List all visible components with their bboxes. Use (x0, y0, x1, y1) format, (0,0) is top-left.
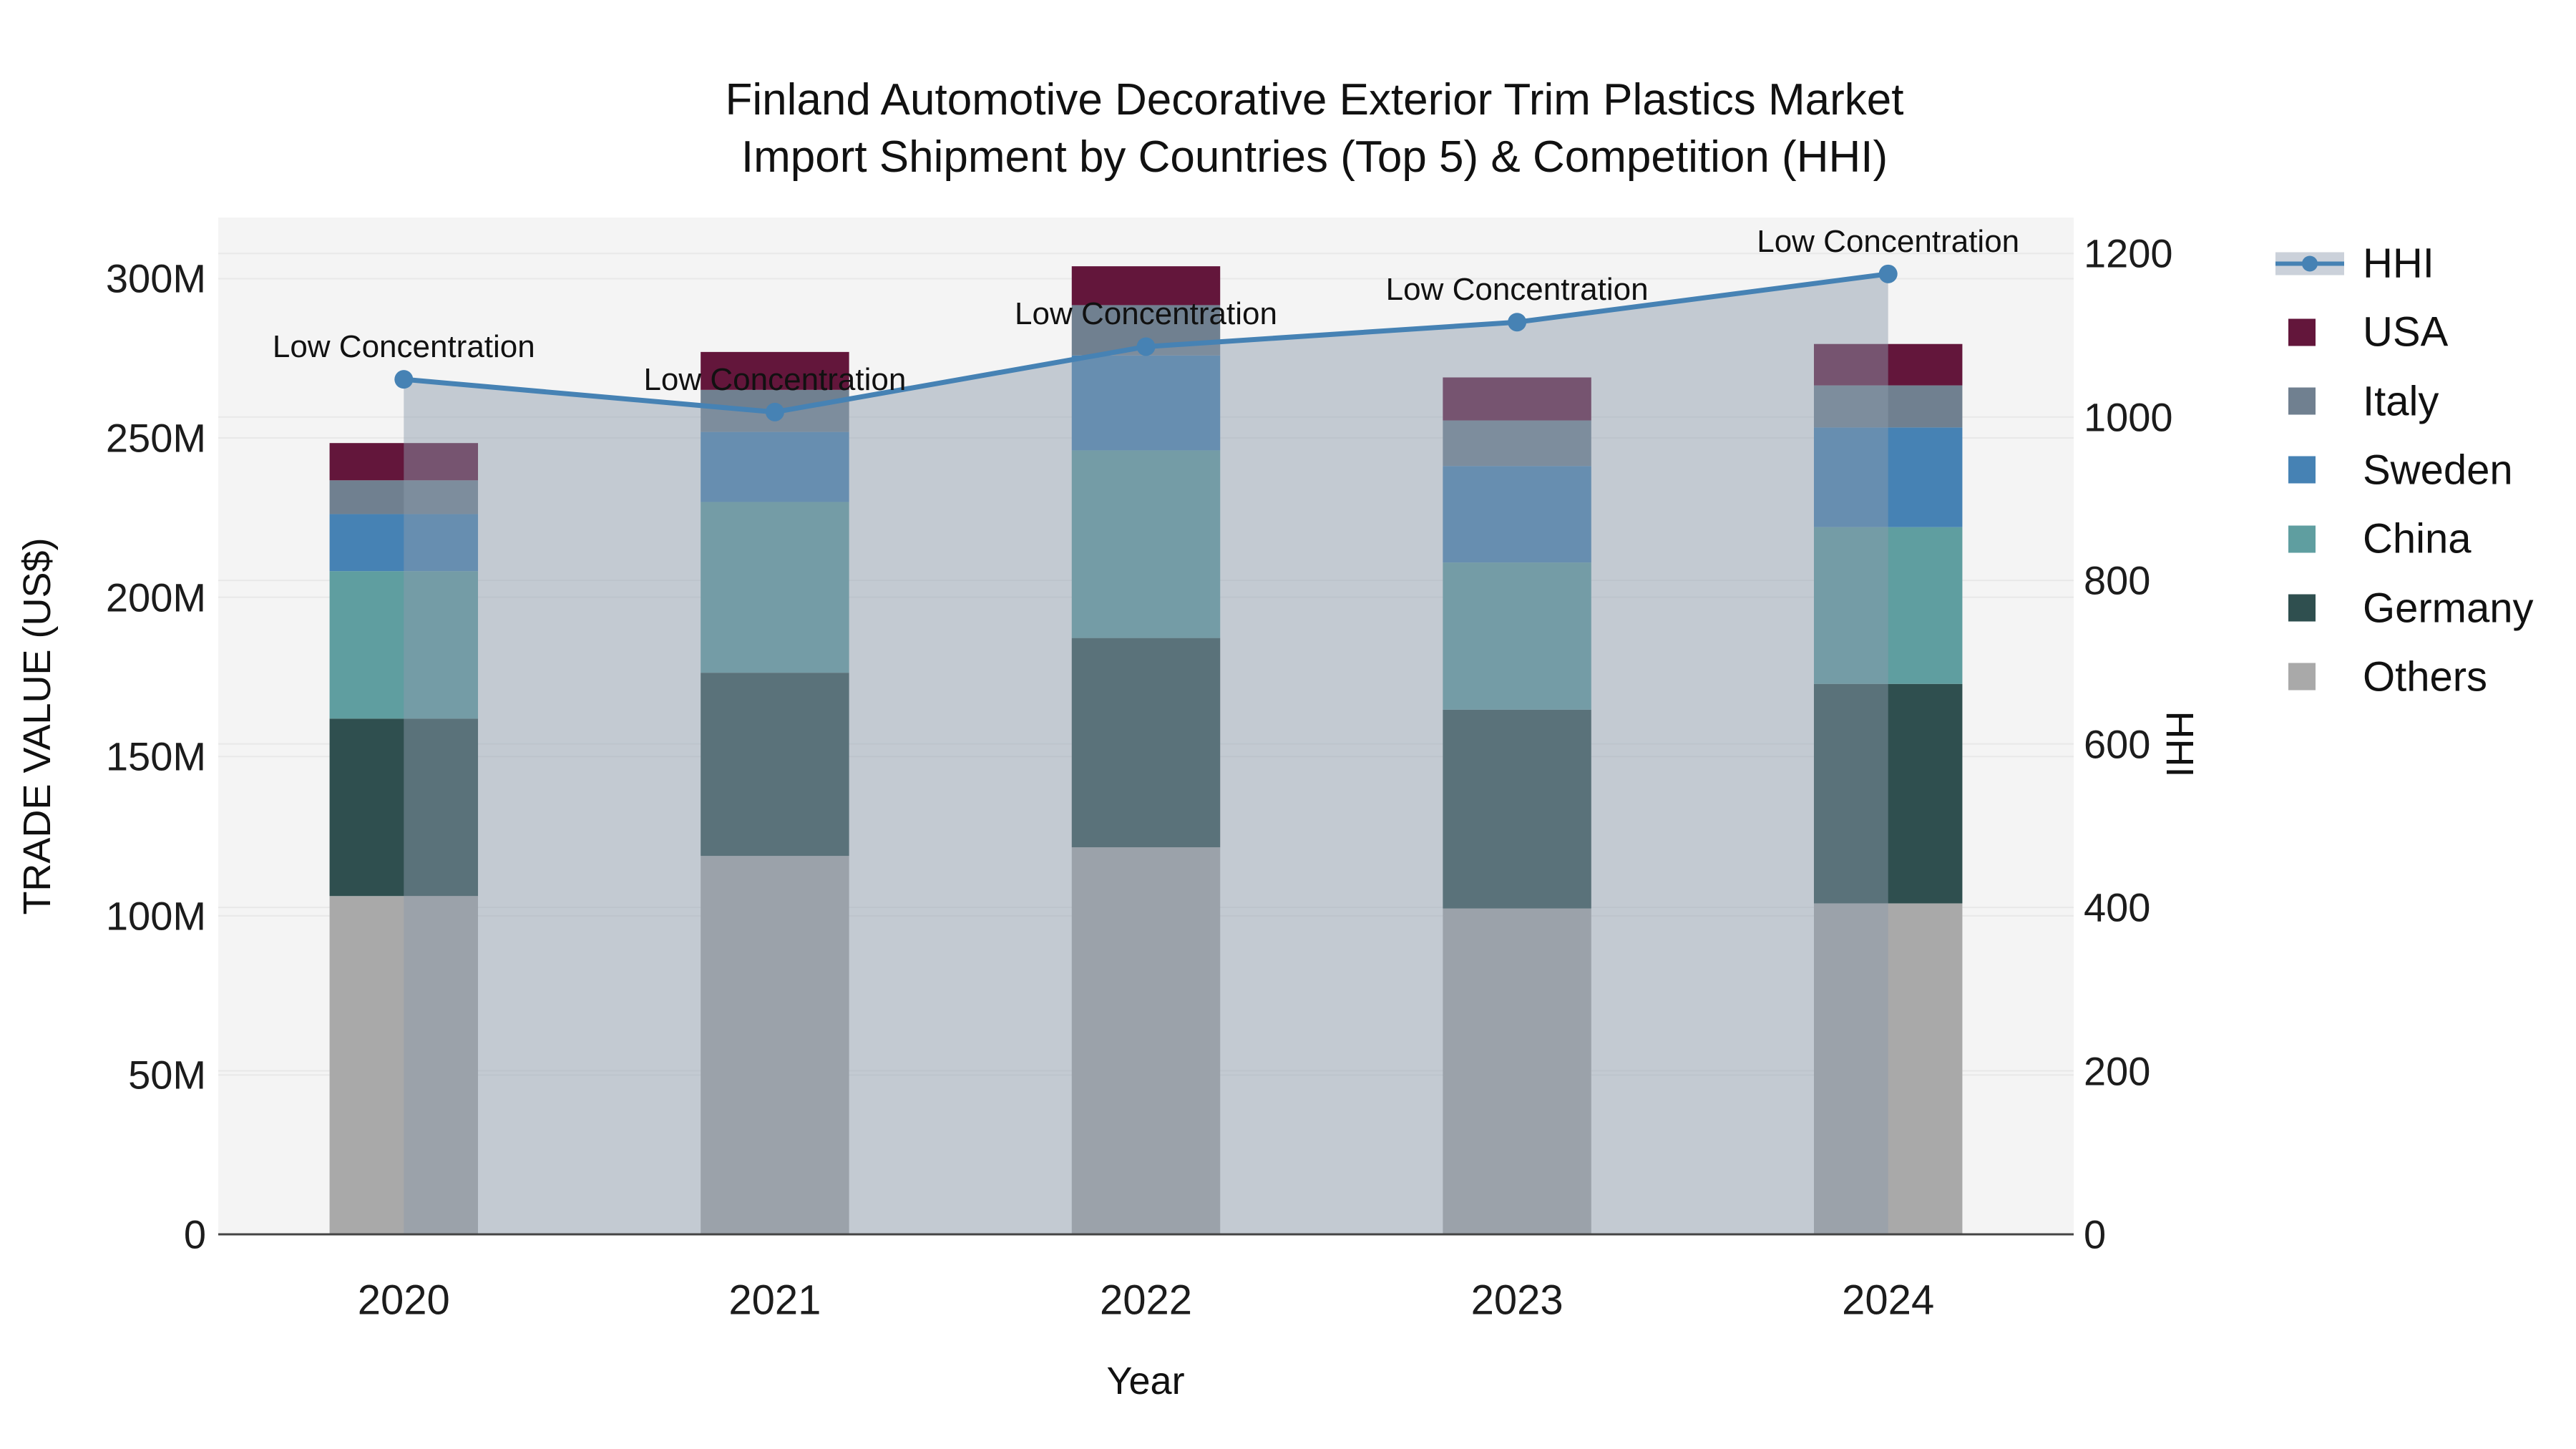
x-tick-2024: 2024 (1842, 1277, 1935, 1324)
bar-segment-2024-china[interactable] (1813, 527, 1963, 684)
y-left-tick-250M: 250M (105, 415, 206, 461)
legend-swatch-germany (2275, 587, 2344, 630)
chart-title-line1: Finland Automotive Decorative Exterior T… (725, 75, 1904, 125)
bar-segment-2020-others[interactable] (329, 896, 479, 1234)
annotation-low-concentration-2022: Low Concentration (1015, 296, 1277, 332)
bar-segment-2022-sweden[interactable] (1071, 355, 1221, 451)
y-right-tick-1000: 1000 (2084, 394, 2173, 440)
legend-item-usa[interactable]: USA (2275, 308, 2448, 356)
bar-segment-2021-germany[interactable] (701, 673, 849, 857)
legend-hhi-marker-dot (2302, 255, 2318, 271)
legend-item-china[interactable]: China (2275, 515, 2472, 563)
legend-item-germany[interactable]: Germany (2275, 584, 2534, 632)
annotation-low-concentration-2020: Low Concentration (272, 329, 535, 365)
bar-segment-2022-germany[interactable] (1071, 638, 1221, 848)
y-right-tick-1200: 1200 (2084, 230, 2173, 276)
legend-label-italy: Italy (2363, 378, 2439, 425)
hhi-marker-2021[interactable] (765, 402, 784, 421)
x-tick-2023: 2023 (1470, 1277, 1563, 1324)
bar-segment-2023-others[interactable] (1443, 908, 1591, 1234)
legend-label-sweden: Sweden (2363, 447, 2513, 494)
bar-segment-2022-usa[interactable] (1071, 266, 1221, 306)
hhi-marker-2024[interactable] (1878, 264, 1898, 283)
bar-segment-2024-italy[interactable] (1813, 385, 1963, 428)
color-swatch-icon (2288, 594, 2316, 622)
chart-title-line2: Import Shipment by Countries (Top 5) & C… (741, 132, 1888, 182)
legend-label-usa: USA (2363, 308, 2449, 356)
x-tick-2020: 2020 (357, 1277, 450, 1324)
color-swatch-icon (2288, 387, 2316, 415)
bar-segment-2023-italy[interactable] (1443, 420, 1591, 467)
legend-swatch-italy (2275, 380, 2344, 423)
hhi-marker-2020[interactable] (394, 370, 414, 389)
bar-segment-2023-china[interactable] (1443, 562, 1591, 710)
y-left-tick-0: 0 (183, 1211, 206, 1257)
legend-label-germany: Germany (2363, 585, 2534, 631)
annotation-low-concentration-2021: Low Concentration (643, 361, 907, 397)
color-swatch-icon (2288, 525, 2316, 553)
bar-segment-2021-others[interactable] (701, 856, 849, 1234)
annotation-low-concentration-2024: Low Concentration (1757, 223, 2020, 259)
bar-segment-2022-others[interactable] (1071, 847, 1221, 1234)
legend-swatch-others (2275, 655, 2344, 698)
bar-segment-2024-germany[interactable] (1813, 683, 1963, 904)
x-tick-2022: 2022 (1099, 1277, 1193, 1324)
legend-label-others: Others (2363, 653, 2488, 701)
legend-swatch-sweden (2275, 449, 2344, 492)
bar-segment-2021-usa[interactable] (701, 351, 849, 390)
y-left-tick-150M: 150M (105, 733, 206, 779)
color-swatch-icon (2288, 318, 2316, 346)
chart-title: Finland Automotive Decorative Exterior T… (726, 72, 1904, 186)
legend-label-hhi: HHI (2363, 240, 2434, 287)
y-axis-title-right: HHI (2158, 711, 2201, 778)
bar-segment-2024-others[interactable] (1813, 903, 1963, 1234)
bar-segment-2020-china[interactable] (329, 571, 479, 719)
legend-swatch-china (2275, 517, 2344, 560)
bar-segment-2023-sweden[interactable] (1443, 466, 1591, 563)
legend-hhi-line-glyph (2275, 242, 2344, 285)
y-right-tick-800: 800 (2084, 557, 2151, 603)
y-right-tick-600: 600 (2084, 721, 2151, 767)
hhi-marker-2022[interactable] (1136, 337, 1156, 356)
bar-segment-2020-germany[interactable] (329, 718, 479, 897)
legend-item-hhi[interactable]: HHI (2275, 240, 2434, 288)
annotation-low-concentration-2023: Low Concentration (1385, 272, 1649, 308)
y-right-tick-400: 400 (2084, 884, 2151, 930)
bar-segment-2020-sweden[interactable] (329, 514, 479, 572)
legend-label-china: China (2363, 515, 2472, 562)
bar-segment-2024-usa[interactable] (1813, 343, 1963, 386)
legend-swatch-usa (2275, 311, 2344, 353)
bar-segment-2020-italy[interactable] (329, 480, 479, 514)
y-right-tick-200: 200 (2084, 1048, 2151, 1094)
y-left-tick-300M: 300M (105, 255, 206, 301)
y-left-tick-100M: 100M (105, 893, 206, 939)
x-tick-2021: 2021 (728, 1277, 821, 1324)
y-left-tick-200M: 200M (105, 575, 206, 620)
bar-segment-2023-usa[interactable] (1443, 377, 1591, 421)
y-left-tick-50M: 50M (128, 1052, 206, 1098)
y-axis-title-left: TRADE VALUE (US$) (16, 537, 59, 915)
x-axis-title: Year (1106, 1360, 1185, 1402)
bar-segment-2021-sweden[interactable] (701, 431, 849, 502)
bar-segment-2024-sweden[interactable] (1813, 427, 1963, 527)
legend-item-italy[interactable]: Italy (2275, 377, 2439, 425)
color-swatch-icon (2288, 456, 2316, 484)
bar-segment-2020-usa[interactable] (329, 443, 479, 481)
legend-item-sweden[interactable]: Sweden (2275, 446, 2513, 494)
legend-item-others[interactable]: Others (2275, 653, 2487, 701)
bar-segment-2023-germany[interactable] (1443, 709, 1591, 909)
color-swatch-icon (2288, 663, 2316, 691)
y-right-tick-0: 0 (2084, 1211, 2107, 1257)
hhi-area-fill (404, 273, 1888, 1235)
hhi-marker-2023[interactable] (1508, 313, 1527, 332)
bar-segment-2022-china[interactable] (1071, 450, 1221, 638)
bar-segment-2021-china[interactable] (701, 502, 849, 673)
